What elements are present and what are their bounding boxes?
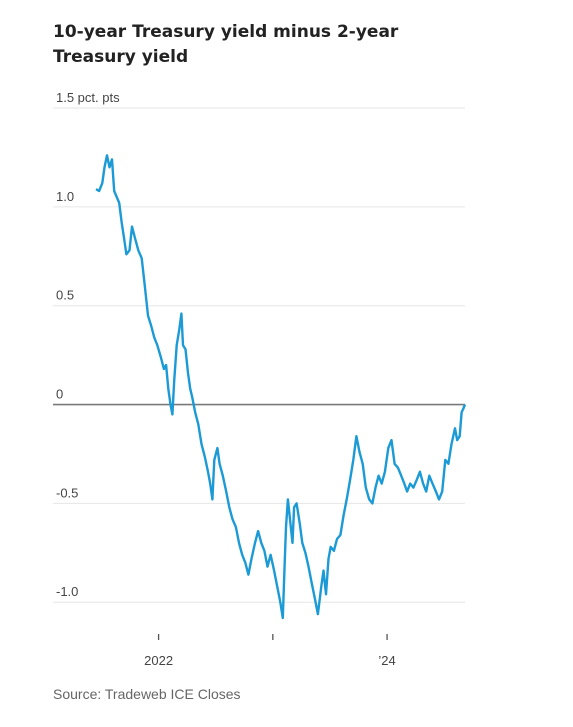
series-line — [95, 154, 467, 620]
y-tick-label: 0.5 — [56, 288, 74, 303]
x-tick-label: ’24 — [378, 653, 395, 668]
y-tick-label: 0 — [56, 387, 63, 402]
chart-title: 10-year Treasury yield minus 2-year Trea… — [53, 22, 399, 67]
x-axis-ticks: 2022 ’24 — [144, 634, 396, 668]
y-tick-label: 1.5 pct. pts — [56, 90, 120, 105]
y-axis-tick-labels: 1.5 pct. pts 1.0 0.5 0 -0.5 -1.0 — [56, 90, 120, 599]
gridlines — [53, 107, 465, 603]
y-tick-label: -1.0 — [56, 584, 78, 599]
x-tick-label: 2022 — [144, 653, 173, 668]
y-tick-label: -0.5 — [56, 485, 78, 500]
data-series — [95, 154, 467, 620]
y-tick-label: 1.0 — [56, 189, 74, 204]
source-note: Source: Tradeweb ICE Closes — [53, 686, 241, 702]
